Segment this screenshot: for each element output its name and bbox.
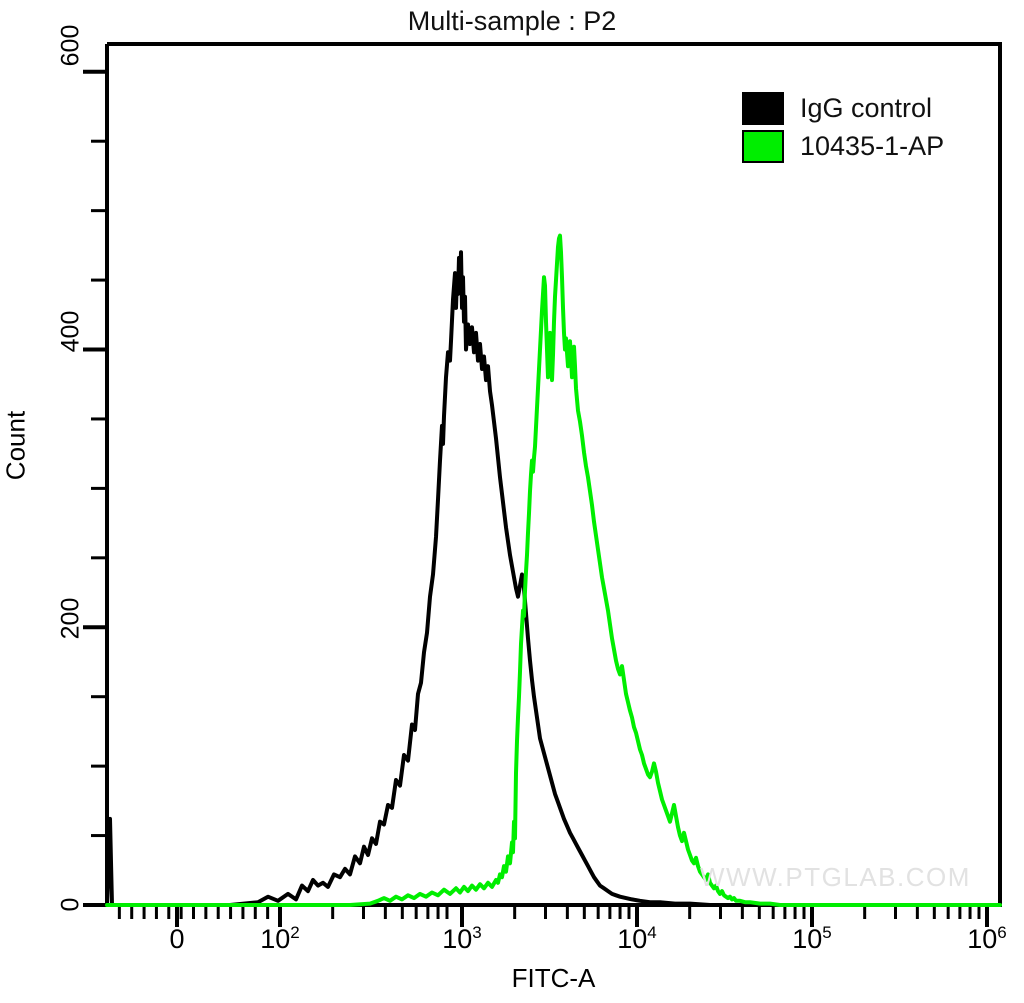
x-tick-base-4: 10 [792, 924, 823, 954]
axis-ticks [83, 69, 989, 927]
x-tick-label-1e3: 103 [407, 924, 517, 955]
chart-title: Multi-sample : P2 [407, 6, 617, 36]
legend-swatch-10435-1-ap [742, 129, 784, 163]
x-tick-base-3: 10 [617, 924, 648, 954]
x-tick-label-0: 0 [122, 924, 232, 955]
x-tick-base-5: 10 [967, 924, 998, 954]
x-tick-label-1e5: 105 [757, 924, 867, 955]
trace-igg-control [105, 250, 1002, 907]
x-tick-exp-3: 4 [647, 923, 657, 942]
x-tick-base-2: 10 [442, 924, 473, 954]
legend-swatch-igg-control [742, 91, 784, 125]
legend: IgG control 10435-1-AP [742, 90, 992, 166]
legend-label-igg-control: IgG control [800, 92, 933, 123]
axes-frame [105, 42, 1002, 907]
trace-10435-1-ap [105, 233, 1002, 907]
legend-item-igg-control[interactable]: IgG control [742, 90, 992, 126]
legend-label-10435-1-ap: 10435-1-AP [800, 130, 945, 161]
x-tick-base-1: 10 [260, 924, 291, 954]
legend-item-10435-1-ap[interactable]: 10435-1-AP [742, 128, 992, 164]
histogram-traces [105, 233, 1002, 907]
x-tick-label-1e2: 102 [225, 924, 335, 955]
x-axis-title: FITC-A [511, 963, 596, 993]
x-tick-exp-4: 5 [822, 923, 832, 942]
x-tick-exp-5: 6 [997, 923, 1007, 942]
x-tick-label-1e4: 104 [582, 924, 692, 955]
x-tick-label-1e6: 106 [932, 924, 1024, 955]
x-tick-base-0: 0 [169, 924, 185, 954]
x-tick-exp-2: 3 [472, 923, 482, 942]
x-tick-exp-1: 2 [290, 923, 300, 942]
